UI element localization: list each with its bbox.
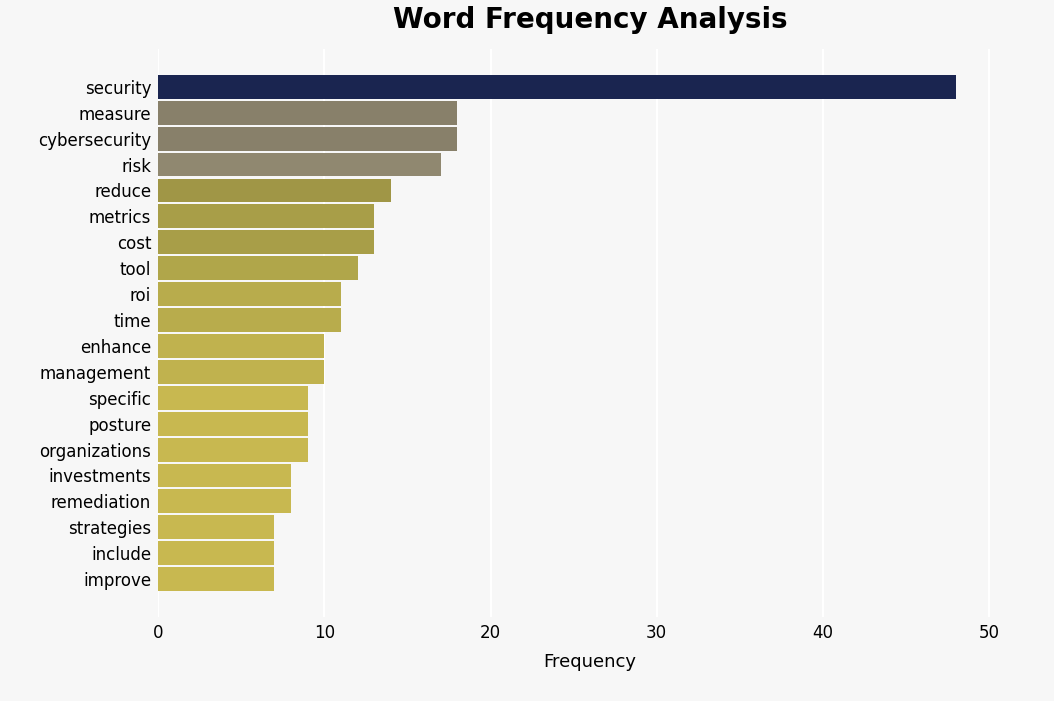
Bar [158,463,291,487]
Bar [158,101,457,125]
Bar [158,437,308,461]
Bar [158,411,308,435]
Bar [158,153,441,177]
Bar [158,360,325,383]
Bar [158,386,308,409]
Bar [158,179,391,203]
Bar [158,283,340,306]
X-axis label: Frequency: Frequency [544,653,637,671]
Bar [158,75,956,99]
Bar [158,308,340,332]
Bar [158,541,274,565]
Bar [158,257,357,280]
Bar [158,489,291,513]
Bar [158,231,374,254]
Bar [158,334,325,358]
Bar [158,567,274,591]
Bar [158,515,274,539]
Bar [158,205,374,229]
Title: Word Frequency Analysis: Word Frequency Analysis [393,6,787,34]
Bar [158,127,457,151]
